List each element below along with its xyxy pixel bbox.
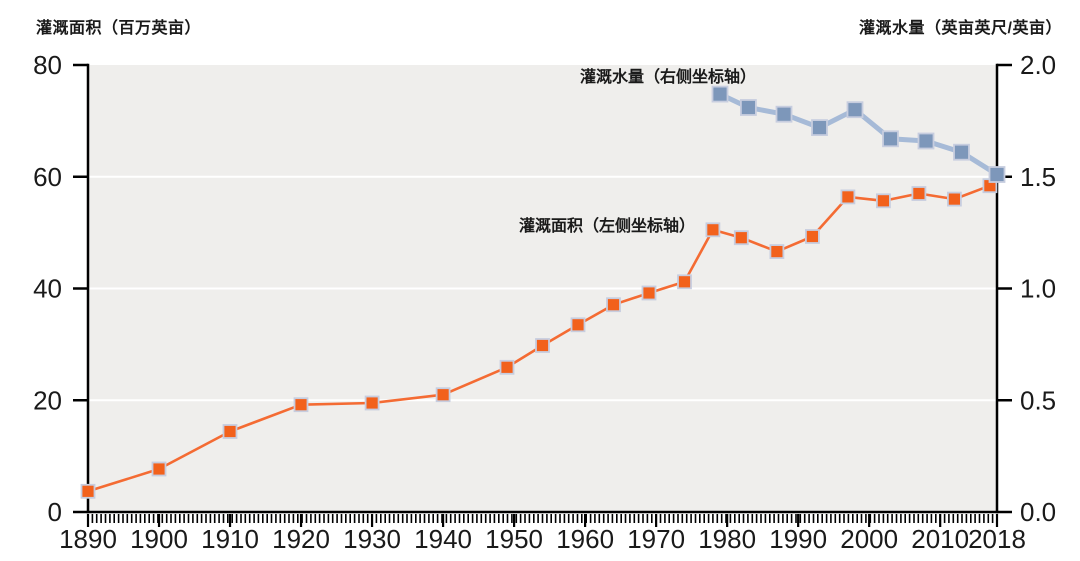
data-point-marker [740,99,757,116]
svg-text:0.5: 0.5 [1020,385,1056,415]
svg-text:1890: 1890 [59,524,117,554]
data-point-marker [151,461,167,477]
svg-text:2010: 2010 [911,524,969,554]
data-point-marker [917,132,935,150]
svg-text:1900: 1900 [130,524,188,554]
svg-text:1940: 1940 [414,524,472,554]
svg-text:1970: 1970 [627,524,685,554]
svg-text:1910: 1910 [201,524,259,554]
data-point-marker [947,191,962,207]
data-point-marker [535,338,550,353]
svg-text:1980: 1980 [698,524,756,554]
svg-text:20: 20 [33,385,62,415]
svg-text:1.5: 1.5 [1020,162,1056,192]
data-point-marker [811,119,828,136]
data-point-marker [222,424,238,439]
svg-text:1960: 1960 [556,524,614,554]
right-axis-title: 灌溉水量（英亩英尺/英亩） [859,20,1062,37]
gridlines [88,175,997,402]
data-point-marker [769,244,785,260]
data-point-marker [882,130,899,148]
data-point-marker [677,274,692,290]
data-point-marker [846,101,864,119]
svg-text:1950: 1950 [485,524,543,554]
data-point-marker [733,230,749,246]
svg-text:1.0: 1.0 [1020,274,1056,304]
x-axis-labels: 1890 1900 1910 1920 1930 1940 1950 1960 1970 1980… [59,514,1026,554]
left-axis-title: 灌溉面积（百万英亩） [36,20,202,37]
right-axis: 0.0 0.5 1.0 1.5 2.0 [997,50,1056,527]
data-point-marker [80,483,96,499]
svg-text:80: 80 [33,50,62,80]
data-point-marker [293,397,309,413]
data-point-marker [840,189,856,205]
svg-text:40: 40 [33,274,62,304]
svg-text:0: 0 [48,497,62,527]
data-point-marker [988,166,1006,183]
data-point-marker [953,143,970,161]
series-label-water: 灌溉水量（右侧坐标轴） [579,69,757,86]
x-axis-minor-ticks [87,514,998,523]
data-point-marker [911,186,927,201]
data-point-marker [499,359,515,375]
series-label-area: 灌溉面积（左侧坐标轴） [518,218,696,235]
data-point-marker [435,387,451,403]
data-point-marker [570,317,586,333]
data-point-marker [775,105,793,123]
series-irrigated-area [80,178,998,499]
svg-text:2000: 2000 [840,524,898,554]
data-point-marker [606,297,621,313]
data-point-marker [705,222,721,238]
svg-text:1930: 1930 [343,524,401,554]
left-axis: 0 20 40 60 80 [33,50,88,527]
data-point-marker [805,229,820,244]
series-water-application-rate [711,85,1006,183]
data-point-marker [364,395,380,411]
svg-text:1990: 1990 [769,524,827,554]
data-point-marker [711,85,729,103]
svg-text:2018: 2018 [968,524,1026,554]
svg-text:1920: 1920 [272,524,330,554]
data-point-marker [641,285,657,301]
svg-text:2.0: 2.0 [1020,50,1056,80]
svg-text:60: 60 [33,162,62,192]
data-point-marker [876,193,891,209]
svg-text:0.0: 0.0 [1020,497,1056,527]
